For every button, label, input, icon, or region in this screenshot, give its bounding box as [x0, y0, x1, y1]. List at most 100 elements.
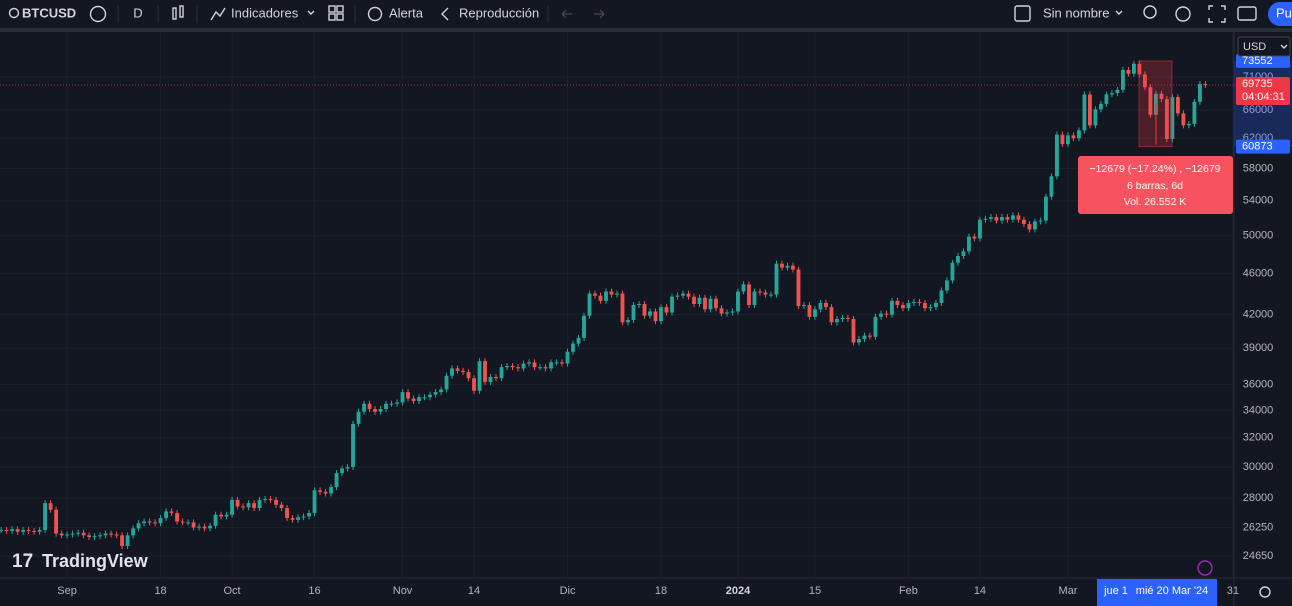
candle	[323, 491, 328, 494]
plot: 24650 26250 28000 30000 32000 34000 36000 39000…	[0, 32, 1292, 606]
candle	[1005, 217, 1010, 220]
layout-name[interactable]: Sin nombre	[1043, 5, 1109, 20]
candle	[1033, 221, 1037, 230]
x-tick-label: 31	[1227, 585, 1239, 597]
compare-icon[interactable]	[89, 5, 107, 23]
candle	[890, 300, 894, 315]
undo-icon[interactable]	[561, 9, 572, 19]
publish-label[interactable]: Pu	[1276, 5, 1292, 20]
candle	[675, 295, 680, 297]
measure-tooltip	[1078, 156, 1233, 214]
candle	[1066, 135, 1070, 145]
candle	[114, 534, 119, 536]
settings-icon[interactable]	[1175, 6, 1191, 22]
candle	[978, 219, 982, 239]
candle	[829, 307, 834, 323]
interval[interactable]: D	[133, 5, 142, 20]
candle	[543, 367, 548, 369]
currency-box[interactable]	[1237, 36, 1291, 57]
candle	[274, 499, 278, 505]
x-tick-label: 14	[468, 585, 480, 597]
candle	[241, 506, 245, 508]
symbol[interactable]: BTCUSD	[22, 5, 76, 20]
chart-type-icon[interactable]	[172, 7, 177, 20]
replay-button[interactable]: Reproducción	[459, 5, 539, 20]
measure-change: −12679 (−17.24%) , −12679	[1089, 163, 1220, 175]
candle	[741, 284, 746, 292]
candle	[1038, 220, 1043, 222]
candle	[917, 301, 922, 303]
candle	[692, 296, 696, 304]
dropdown-arrow[interactable]	[1280, 44, 1288, 49]
candle	[81, 532, 86, 536]
snapshot-icon[interactable]	[1237, 6, 1257, 21]
indicators-icon[interactable]	[210, 7, 226, 21]
publish-button[interactable]	[1268, 2, 1292, 26]
candle	[340, 468, 344, 474]
candle	[290, 518, 295, 520]
candle	[923, 302, 927, 309]
candle	[213, 514, 218, 526]
candle	[1022, 219, 1026, 225]
y-tick-label: 39000	[1243, 342, 1274, 354]
y-tick-label: 66000	[1243, 104, 1274, 116]
x-tick-label: Dic	[560, 585, 576, 597]
x-tick-label: 14	[974, 585, 986, 597]
candle	[1197, 83, 1202, 102]
candle	[994, 217, 999, 221]
candle	[224, 514, 229, 517]
candle	[296, 517, 300, 520]
candle	[736, 291, 740, 312]
candle	[604, 291, 608, 301]
layout-icon[interactable]	[1014, 5, 1031, 22]
x-tick-label: 18	[154, 585, 166, 597]
quick-search-icon[interactable]	[1143, 5, 1157, 19]
candle	[395, 402, 399, 404]
candle	[1131, 63, 1136, 74]
search-icon	[8, 7, 20, 19]
templates-icon	[336, 5, 344, 13]
alert-button[interactable]: Alerta	[389, 5, 424, 20]
candle	[202, 526, 207, 529]
dropdown-arrow[interactable]	[1115, 10, 1123, 15]
indicators-button[interactable]: Indicadores	[231, 5, 299, 20]
axis-settings-icon[interactable]	[1259, 586, 1271, 598]
candle	[1000, 217, 1004, 221]
candle	[582, 315, 586, 338]
candle	[835, 318, 839, 323]
fullscreen-icon[interactable]	[1208, 5, 1226, 23]
currency[interactable]: USD	[1243, 41, 1266, 53]
candle	[444, 375, 449, 390]
dropdown-arrow[interactable]	[307, 10, 315, 15]
templates-icon	[328, 13, 336, 21]
candle	[301, 516, 306, 518]
templates-icon[interactable]	[328, 5, 336, 13]
candle	[906, 302, 911, 309]
candle	[450, 368, 454, 376]
y-tick-label: 30000	[1243, 461, 1274, 473]
alert-icon[interactable]	[367, 6, 383, 22]
candle	[554, 362, 559, 364]
candle	[769, 294, 773, 296]
candle	[813, 309, 817, 317]
x-tick-label: Feb	[899, 585, 918, 597]
candle	[527, 362, 531, 364]
candle	[169, 511, 174, 514]
candle	[1071, 135, 1076, 139]
lightning-icon[interactable]	[1197, 560, 1213, 576]
x-tick-label: Nov	[393, 585, 413, 597]
candle	[840, 317, 845, 319]
candle	[565, 351, 570, 364]
currency-select[interactable]: USD	[1237, 36, 1291, 57]
redo-icon[interactable]	[594, 9, 605, 19]
candle	[873, 316, 878, 337]
replay-icon[interactable]	[441, 7, 449, 21]
candle	[411, 398, 416, 402]
candle	[1082, 94, 1087, 131]
candle	[1175, 97, 1180, 114]
candle	[307, 513, 311, 517]
candle	[967, 236, 971, 252]
candle	[472, 378, 476, 391]
x-tick-label: 2024	[726, 585, 751, 597]
